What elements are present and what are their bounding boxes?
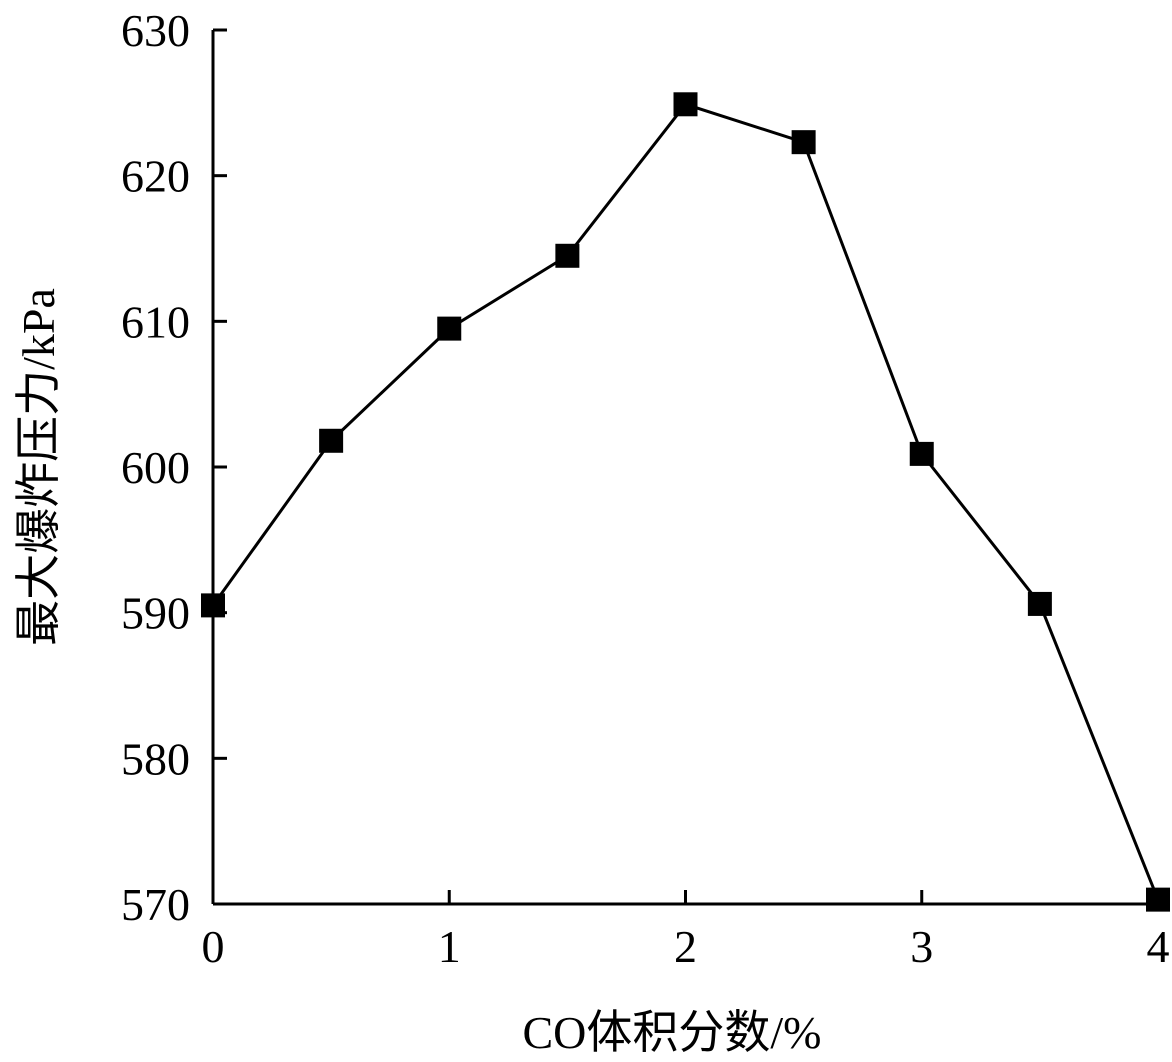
y-ticks: 570 580 590 600 610 620 630 — [121, 5, 227, 930]
y-tick-label: 600 — [121, 442, 190, 493]
x-tick-label: 4 — [1147, 921, 1170, 972]
series-line — [211, 102, 1160, 901]
x-tick-label: 0 — [202, 921, 225, 972]
data-point-marker — [673, 92, 698, 117]
data-point-marker — [791, 130, 816, 155]
data-point-marker — [437, 316, 462, 341]
axes — [211, 30, 1158, 906]
x-tick-label: 2 — [674, 921, 697, 972]
y-axis-title: 最大爆炸压力/kPa — [13, 288, 64, 646]
x-ticks: 0 1 2 3 4 — [202, 890, 1170, 972]
y-tick-label: 620 — [121, 151, 190, 202]
y-tick-label: 610 — [121, 296, 190, 347]
x-tick-label: 3 — [910, 921, 933, 972]
series-markers — [201, 92, 1170, 912]
data-point-marker — [909, 441, 934, 466]
y-tick-label: 590 — [121, 588, 190, 639]
y-tick-label: 580 — [121, 733, 190, 784]
data-point-marker — [201, 593, 225, 618]
series-lines — [211, 102, 1160, 901]
data-point-marker — [1146, 887, 1170, 912]
data-point-marker — [555, 243, 580, 268]
y-tick-label: 630 — [121, 5, 190, 56]
x-axis-title: CO体积分数/% — [523, 1007, 822, 1058]
x-tick-label: 1 — [438, 921, 461, 972]
data-point-marker — [1027, 591, 1052, 616]
y-tick-label: 570 — [121, 879, 190, 930]
data-point-marker — [319, 428, 344, 453]
